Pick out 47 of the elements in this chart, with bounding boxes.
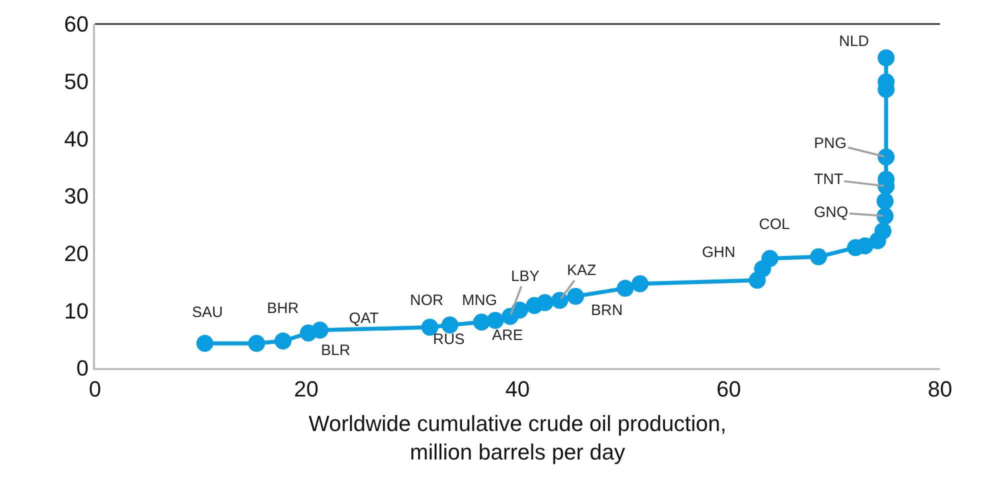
point [473, 314, 490, 331]
point [810, 248, 828, 266]
annotation: LBY [511, 268, 540, 285]
point [274, 332, 292, 350]
annotation: PNG [814, 135, 847, 152]
point [878, 148, 895, 166]
x-tick-label: 60 [716, 376, 741, 402]
y-tick-label: 10 [64, 298, 89, 324]
annotation: TNT [814, 171, 844, 188]
annotation: MNG [462, 292, 497, 309]
point [632, 275, 649, 292]
annotation: QAT [349, 310, 379, 327]
x-axis-title: Worldwide cumulative crude oil production, million barrels per day [308, 410, 726, 464]
point [551, 292, 568, 309]
point [536, 294, 554, 312]
point [876, 192, 894, 210]
point [761, 250, 778, 267]
point [196, 334, 214, 352]
point [248, 334, 266, 352]
point [486, 312, 504, 329]
y-tick-label: 50 [64, 69, 89, 94]
point [567, 288, 584, 305]
annotation: GHN [702, 244, 736, 261]
y-tick-label: 40 [64, 126, 89, 152]
y-tick-label: 60 [64, 12, 89, 37]
y-tick-label: 20 [64, 241, 89, 266]
x-tick-label: 20 [294, 376, 318, 402]
y-tick-label: 30 [64, 184, 89, 209]
annotation: COL [759, 216, 790, 233]
x-tick-label: 80 [928, 376, 952, 402]
point [874, 222, 892, 240]
point [441, 316, 458, 334]
point [878, 49, 895, 66]
annotation: GNQ [814, 204, 848, 221]
annotation: SAU [192, 304, 223, 321]
annotation: KAZ [567, 262, 596, 279]
point [616, 280, 634, 297]
annotation: NLD [839, 33, 870, 50]
annotation: NOR [410, 292, 444, 309]
annotation: BLR [321, 342, 350, 359]
annotation: BHR [267, 300, 299, 317]
annotation: BRN [591, 302, 623, 319]
annotation: RUS [433, 331, 465, 348]
x-tick-label: 40 [505, 376, 530, 402]
point [311, 322, 328, 339]
annotation: ARE [492, 327, 523, 344]
y-tick-label: 0 [76, 356, 89, 381]
